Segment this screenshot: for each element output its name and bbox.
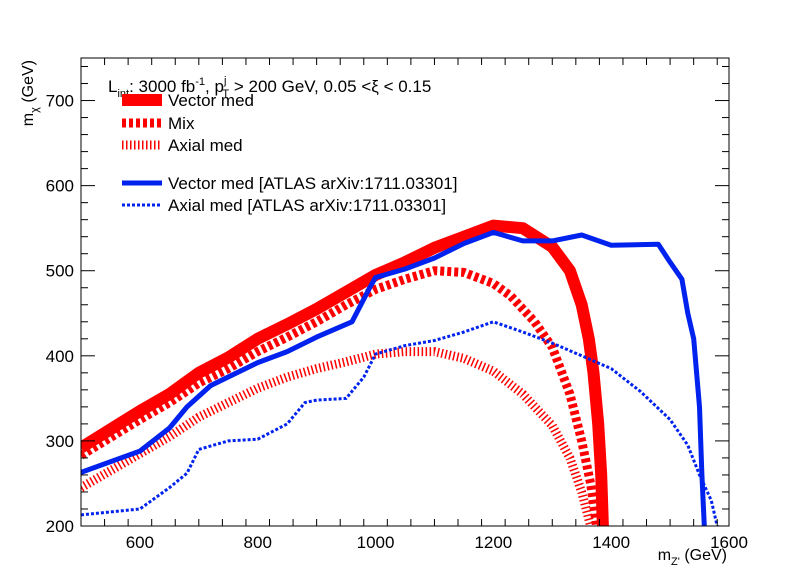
legend-label-4: Vector med [ATLAS arXiv:1711.03301] [168, 174, 457, 193]
series-line-5 [81, 320, 719, 526]
legend-label-3: Axial med [168, 136, 243, 155]
y-axis-title: mχ (GeV) [20, 60, 41, 126]
y-tick-label: 500 [46, 262, 74, 281]
x-tick-label: 600 [126, 533, 154, 552]
y-axis-title-unit: (GeV) [20, 60, 37, 107]
x-axis-title-sub: Z' [671, 556, 680, 568]
y-tick-label: 400 [46, 347, 74, 366]
x-tick-label: 1400 [592, 533, 630, 552]
axis-tick-labels: 600 800 1000 1200 1400 1600 200 300 400 500 600 700 [46, 92, 748, 552]
x-tick-label: 1000 [357, 533, 395, 552]
header-lumi-sup: -1 [195, 76, 205, 88]
y-axis-title-sub: χ [29, 107, 41, 113]
x-tick-label: 1600 [710, 533, 748, 552]
legend-label-5: Axial med [ATLAS arXiv:1711.03301] [168, 196, 446, 215]
x-tick-label: 800 [244, 533, 272, 552]
x-axis-title-main: m [658, 547, 671, 564]
header-lumi-value: : 3000 fb [129, 77, 195, 96]
y-tick-label: 700 [46, 92, 74, 111]
x-axis-title: mZ' (GeV) [658, 547, 727, 568]
axis-ticks [80, 58, 729, 527]
y-tick-label: 300 [46, 432, 74, 451]
header-cut-text: > 200 GeV, 0.05 <ξ < 0.15 [229, 77, 431, 96]
x-axis-title-unit: (GeV) [680, 547, 727, 564]
header-pt-sep: , p [205, 77, 224, 96]
x-tick-label: 1200 [474, 533, 512, 552]
series-line-4 [81, 229, 707, 526]
legend: Vector med Mix Axial med Vector med [ATLAS … [122, 91, 457, 215]
plot-frame [80, 57, 730, 527]
series-line-1 [81, 219, 609, 526]
header-pt-sup: j [223, 75, 226, 87]
series-line-2 [81, 266, 601, 526]
series-layer [81, 219, 719, 526]
legend-label-2: Mix [168, 114, 195, 133]
header-lumi-prefix: L [108, 77, 117, 96]
y-axis-title-main: m [20, 113, 37, 126]
header-pt-sub: T [222, 88, 229, 100]
y-tick-label: 600 [46, 177, 74, 196]
series-line-3 [81, 347, 595, 526]
y-tick-label: 200 [46, 517, 74, 536]
legend-label-1: Vector med [168, 91, 254, 110]
